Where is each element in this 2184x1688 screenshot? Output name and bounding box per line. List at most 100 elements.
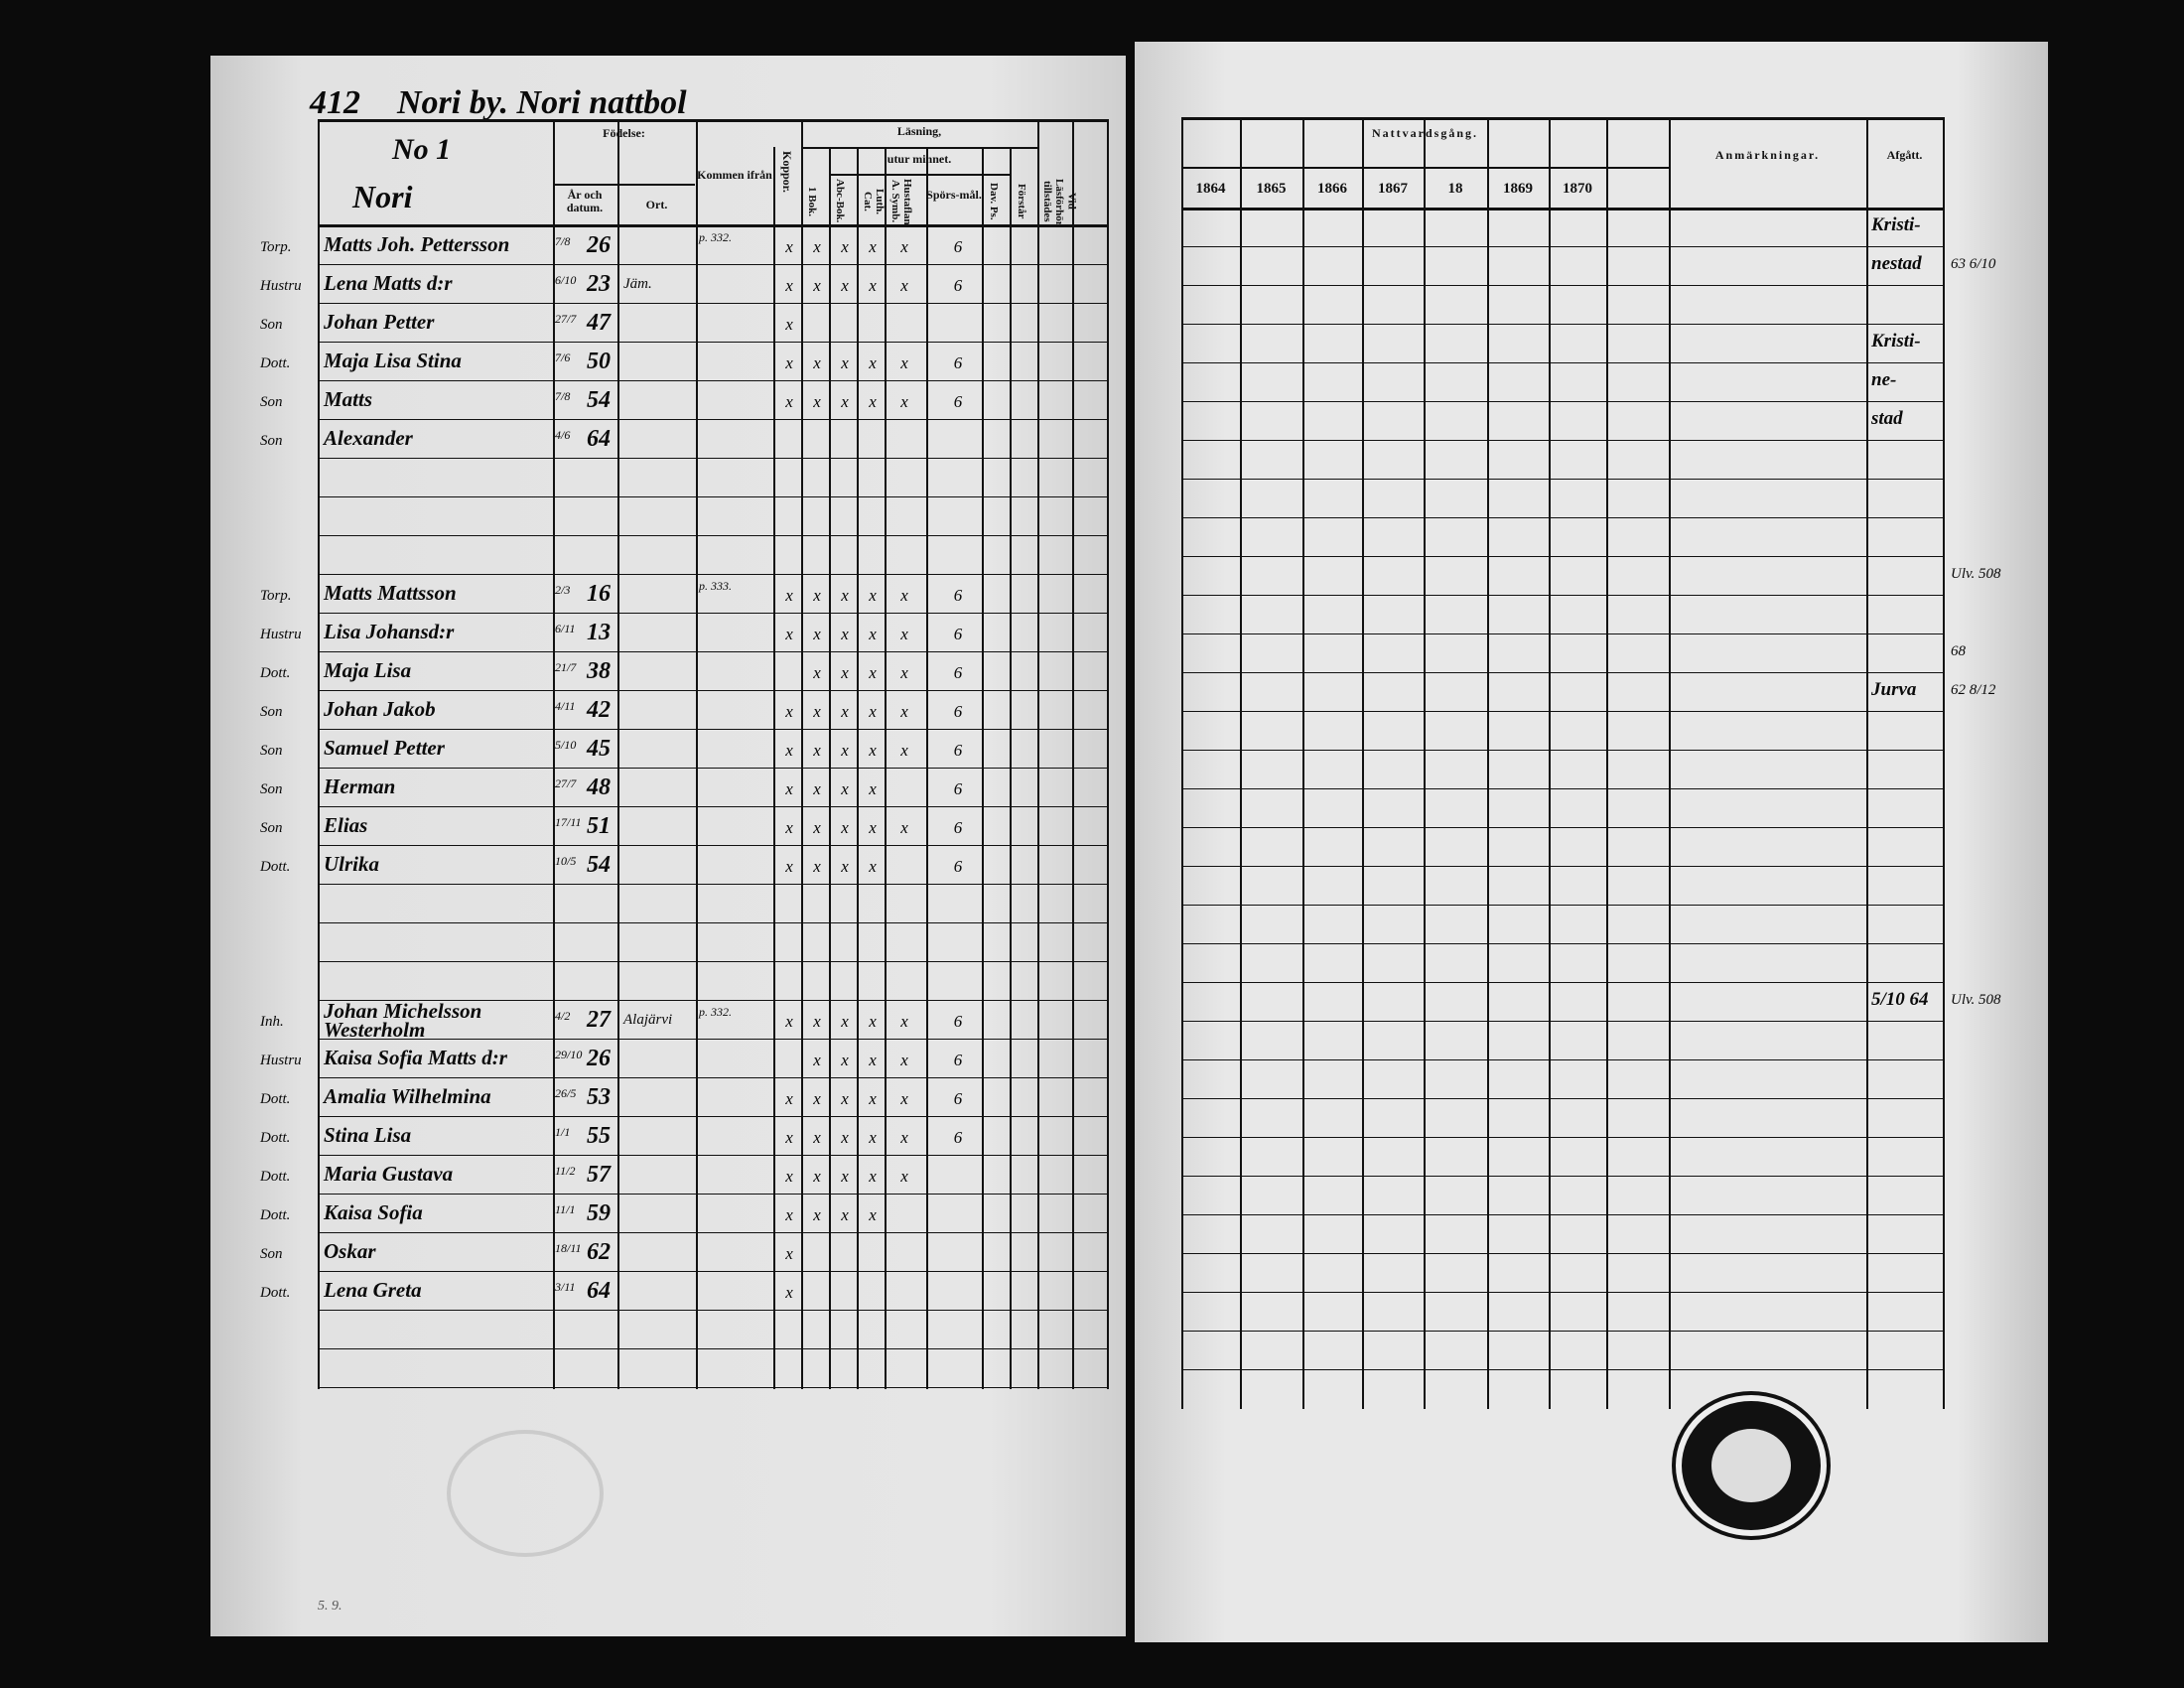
reading-mark: x [900, 663, 908, 682]
reading-mark: x [869, 818, 877, 837]
person-name: Maja Lisa [324, 658, 412, 682]
header-koppor: Koppor. [780, 151, 795, 193]
row-rule [1181, 905, 1943, 906]
reading-mark: x [841, 779, 849, 798]
footer-note: 5. 9. [318, 1599, 342, 1614]
column-rule [1549, 117, 1551, 1409]
reading-mark: x [900, 1167, 908, 1186]
reading-mark: x [785, 857, 793, 876]
person-name: Matts [324, 387, 373, 411]
reading-mark: x [813, 1051, 821, 1069]
birth-date: 7/6 [555, 351, 571, 364]
reading-mark: x [785, 1167, 793, 1186]
row-rule [318, 1310, 1107, 1311]
header-abc: Abc-Bok. [834, 179, 847, 223]
archive-stamp [1676, 1395, 1827, 1536]
row-rule [318, 1039, 1107, 1040]
person-name: Amalia Wilhelmina [324, 1084, 491, 1108]
birth-date: 4/6 [555, 428, 571, 442]
person-name: Kaisa Sofia Matts d:r [324, 1046, 507, 1069]
row-rule [318, 380, 1107, 381]
row-rule [318, 1232, 1107, 1233]
person-name: Lisa Johansd:r [324, 620, 455, 643]
reading-mark: x [785, 237, 793, 256]
right-header-top-rule [1181, 117, 1943, 120]
came-from-ref: p. 333. [699, 579, 732, 593]
header-bok: 1 Bok. [806, 186, 819, 216]
reading-mark: x [813, 1128, 821, 1147]
row-rule [318, 651, 1107, 652]
birth-year: 48 [587, 774, 611, 800]
year-header: 18 [1447, 181, 1463, 197]
page-number: 412 [310, 84, 360, 121]
row-rule [1181, 246, 1943, 247]
reading-mark: 6 [953, 1051, 963, 1069]
reading-mark: x [813, 353, 821, 372]
page-title: Nori by. Nori nattbol [397, 84, 687, 121]
header-fodelse: Födelse: [603, 126, 645, 140]
reading-mark: x [900, 1089, 908, 1108]
birth-year: 42 [587, 697, 611, 723]
faded-stamp [447, 1430, 604, 1557]
row-rule [1181, 595, 1943, 596]
reading-mark: x [869, 1128, 877, 1147]
birth-place: Jäm. [623, 276, 652, 292]
row-rule [1181, 1176, 1943, 1177]
birth-date: 10/5 [555, 854, 577, 868]
person-name: Johan Petter [324, 310, 435, 334]
row-rule [318, 419, 1107, 420]
departure-note: stad [1871, 408, 1903, 429]
column-rule [1669, 117, 1671, 1409]
row-rule [1181, 866, 1943, 867]
reading-mark: x [813, 779, 821, 798]
column-rule [1362, 117, 1364, 1409]
birth-year: 54 [587, 852, 611, 878]
row-rule [318, 845, 1107, 846]
reading-mark: x [841, 1205, 849, 1224]
reading-mark: x [813, 663, 821, 682]
row-rule [318, 922, 1107, 923]
row-rule [1181, 672, 1943, 673]
reading-mark: 6 [953, 276, 963, 295]
reading-mark: x [785, 818, 793, 837]
column-rule [617, 119, 619, 1389]
year-header: 1866 [1317, 181, 1347, 197]
row-rule [1181, 1137, 1943, 1138]
row-rule [318, 496, 1107, 497]
reading-mark: x [813, 857, 821, 876]
birth-year: 23 [587, 271, 611, 297]
reading-mark: x [900, 276, 908, 295]
row-rule [318, 264, 1107, 265]
reading-mark: x [869, 353, 877, 372]
header-ar-datum: År och datum. [566, 188, 604, 215]
reading-mark: x [900, 818, 908, 837]
person-name: Kaisa Sofia [324, 1200, 423, 1224]
reading-mark: x [813, 1089, 821, 1108]
came-from-ref: p. 332. [699, 1005, 732, 1019]
relation-label: Dott. [260, 1091, 291, 1107]
row-rule [318, 1387, 1107, 1388]
reading-mark: x [841, 1012, 849, 1031]
row-rule [1181, 1021, 1943, 1022]
column-rule [318, 119, 320, 1389]
reading-mark: x [869, 276, 877, 295]
relation-label: Dott. [260, 859, 291, 875]
reading-mark: 6 [953, 392, 963, 411]
row-rule [318, 1348, 1107, 1349]
birth-year: 45 [587, 736, 611, 762]
relation-label: Hustru [260, 1053, 302, 1068]
reading-mark: x [785, 276, 793, 295]
reading-mark: x [869, 1012, 877, 1031]
person-name: Alexander [324, 426, 413, 450]
reading-mark: x [813, 392, 821, 411]
reading-mark: 6 [953, 818, 963, 837]
person-name: Matts Joh. Pettersson [324, 232, 510, 256]
row-rule [1181, 711, 1943, 712]
row-rule [318, 961, 1107, 962]
row-rule [318, 729, 1107, 730]
reading-mark: x [841, 625, 849, 643]
departure-note: nestad [1871, 253, 1922, 274]
reading-mark: x [869, 741, 877, 760]
column-rule [801, 119, 803, 147]
birth-year: 53 [587, 1084, 611, 1110]
